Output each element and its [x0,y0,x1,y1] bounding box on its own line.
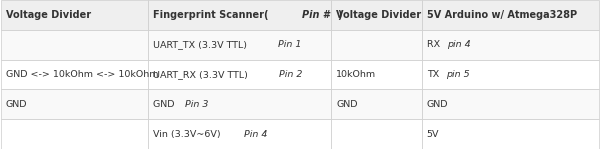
Text: GND: GND [336,100,358,109]
Text: Pin #: Pin # [302,10,329,20]
Text: Voltage Divider: Voltage Divider [336,10,421,20]
Text: pin 4: pin 4 [448,40,471,49]
Text: Pin 2: Pin 2 [279,70,302,79]
Text: pin 5: pin 5 [446,70,470,79]
Bar [148,89,331,119]
Bar [1,0,148,30]
Bar [148,60,331,89]
Text: 5V: 5V [427,130,439,139]
Bar [331,60,422,89]
Bar [148,30,331,60]
Bar [422,60,599,89]
Bar [422,30,599,60]
Text: 10kOhm: 10kOhm [336,70,376,79]
Text: TX: TX [427,70,442,79]
Bar [331,0,422,30]
Text: UART_RX (3.3V TTL): UART_RX (3.3V TTL) [153,70,251,79]
Text: Pin 3: Pin 3 [185,100,208,109]
Text: GND <-> 10kOhm <-> 10kOhm: GND <-> 10kOhm <-> 10kOhm [6,70,158,79]
Text: GND: GND [153,100,178,109]
Text: ): ) [338,10,342,20]
Bar [331,89,422,119]
Text: RX: RX [427,40,443,49]
Text: GND: GND [6,100,28,109]
Text: Fingerprint Scanner(: Fingerprint Scanner( [153,10,269,20]
Bar [1,119,148,149]
Text: 5V Arduino w/ Atmega328P: 5V Arduino w/ Atmega328P [427,10,577,20]
Bar [1,30,148,60]
Bar [331,30,422,60]
Text: Voltage Divider: Voltage Divider [6,10,91,20]
Text: GND: GND [427,100,448,109]
Bar [422,89,599,119]
Bar [1,89,148,119]
Bar [1,60,148,89]
Bar [422,0,599,30]
Text: UART_TX (3.3V TTL): UART_TX (3.3V TTL) [153,40,250,49]
Bar [331,119,422,149]
Bar [422,119,599,149]
Text: Vin (3.3V~6V): Vin (3.3V~6V) [153,130,224,139]
Bar [148,0,331,30]
Text: Pin 1: Pin 1 [278,40,302,49]
Text: Pin 4: Pin 4 [244,130,268,139]
Bar [148,119,331,149]
